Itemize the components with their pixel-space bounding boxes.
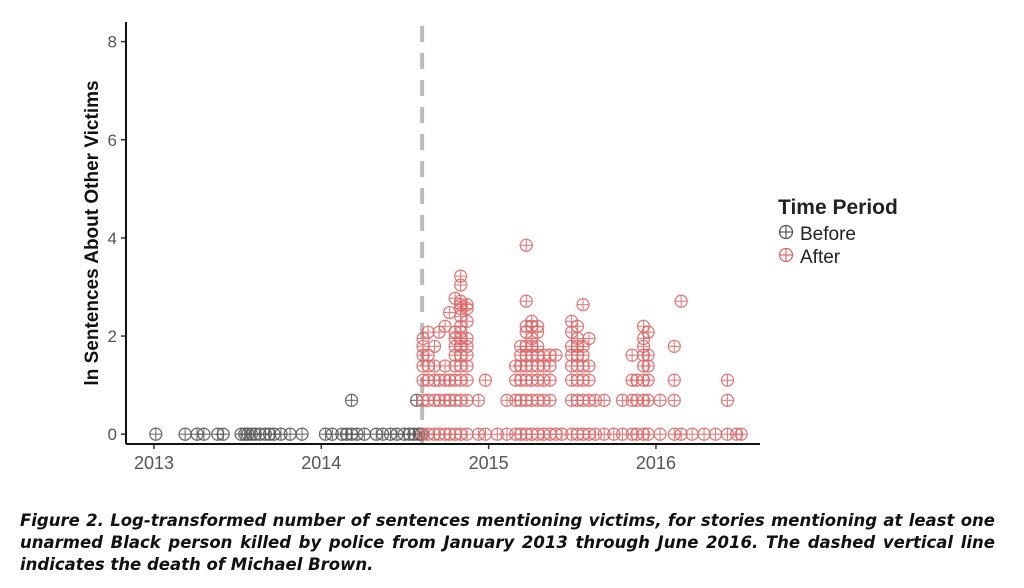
point-after [427, 339, 442, 354]
point-after [576, 297, 590, 312]
x-tick-label: 2013 [134, 453, 174, 473]
point-before [283, 427, 297, 441]
point-after [519, 294, 533, 308]
point-after [597, 393, 611, 407]
point-after [582, 331, 596, 346]
point-after [543, 393, 557, 407]
point-after [674, 294, 688, 308]
point-after [641, 373, 655, 387]
point-after [641, 325, 655, 339]
axes [125, 22, 760, 445]
point-after [667, 373, 681, 387]
point-before [357, 427, 372, 441]
point-after [685, 427, 699, 441]
legend-item-before: Before [778, 223, 898, 246]
point-after [653, 427, 667, 441]
y-tick-label: 2 [108, 327, 117, 346]
legend-marker-after [778, 247, 800, 269]
y-tick-label: 6 [108, 131, 117, 150]
legend-title: Time Period [778, 196, 898, 219]
point-after [460, 331, 474, 346]
point-after [625, 348, 639, 362]
point-before [344, 393, 359, 407]
legend-label-after: After [800, 246, 841, 268]
point-after [674, 427, 688, 441]
point-after [582, 373, 596, 387]
point-after [471, 393, 486, 407]
legend-marker-before [778, 224, 800, 246]
point-after [460, 427, 474, 441]
y-tick-label: 0 [108, 425, 117, 444]
legend: Time Period Before After [778, 196, 898, 269]
legend-item-after: After [778, 246, 898, 269]
point-after [460, 314, 474, 328]
point-after [460, 393, 474, 407]
point-before [197, 427, 211, 441]
x-axis-ticks: 2013 2014 2015 2016 [134, 444, 676, 473]
point-after [582, 359, 596, 373]
y-axis-label-group: ln Sentences About Other Victims [82, 80, 103, 385]
y-axis-label: ln Sentences About Other Victims [82, 80, 103, 385]
y-tick-label: 4 [108, 229, 117, 248]
y-tick-label: 8 [108, 33, 117, 52]
point-after [576, 339, 590, 354]
point-after [570, 319, 585, 333]
data-points [149, 238, 748, 441]
x-tick-label: 2015 [469, 453, 509, 473]
point-after [531, 319, 545, 333]
point-after [438, 319, 452, 333]
point-after [478, 373, 493, 387]
point-after [460, 373, 474, 387]
point-after [421, 325, 435, 339]
point-after [667, 393, 681, 407]
point-after [667, 339, 681, 354]
figure-caption: Figure 2. Log-transformed number of sent… [20, 511, 995, 574]
point-after [734, 427, 748, 441]
y-axis-ticks: 0 2 4 6 8 [108, 33, 126, 444]
point-after [460, 297, 474, 312]
point-after [519, 238, 533, 252]
legend-label-before: Before [800, 223, 856, 245]
point-after [543, 373, 557, 387]
point-before [149, 427, 163, 441]
point-after [478, 427, 493, 441]
x-tick-label: 2016 [636, 453, 676, 473]
point-after [720, 373, 735, 387]
point-before [216, 427, 230, 441]
point-after [641, 393, 655, 407]
scatter-chart: ln Sentences About Other Victims 0 2 4 6 8 2… [82, 22, 760, 473]
point-before [178, 427, 192, 441]
point-after [549, 348, 563, 362]
x-tick-label: 2014 [301, 453, 341, 473]
point-after [421, 348, 435, 362]
point-after [453, 269, 468, 283]
point-after [720, 393, 735, 407]
point-after [442, 305, 457, 320]
point-after [708, 427, 723, 441]
point-after [697, 427, 711, 441]
point-after [531, 339, 545, 354]
point-after [653, 393, 667, 407]
point-after [641, 427, 655, 441]
point-before [295, 427, 309, 441]
point-after [641, 348, 655, 362]
